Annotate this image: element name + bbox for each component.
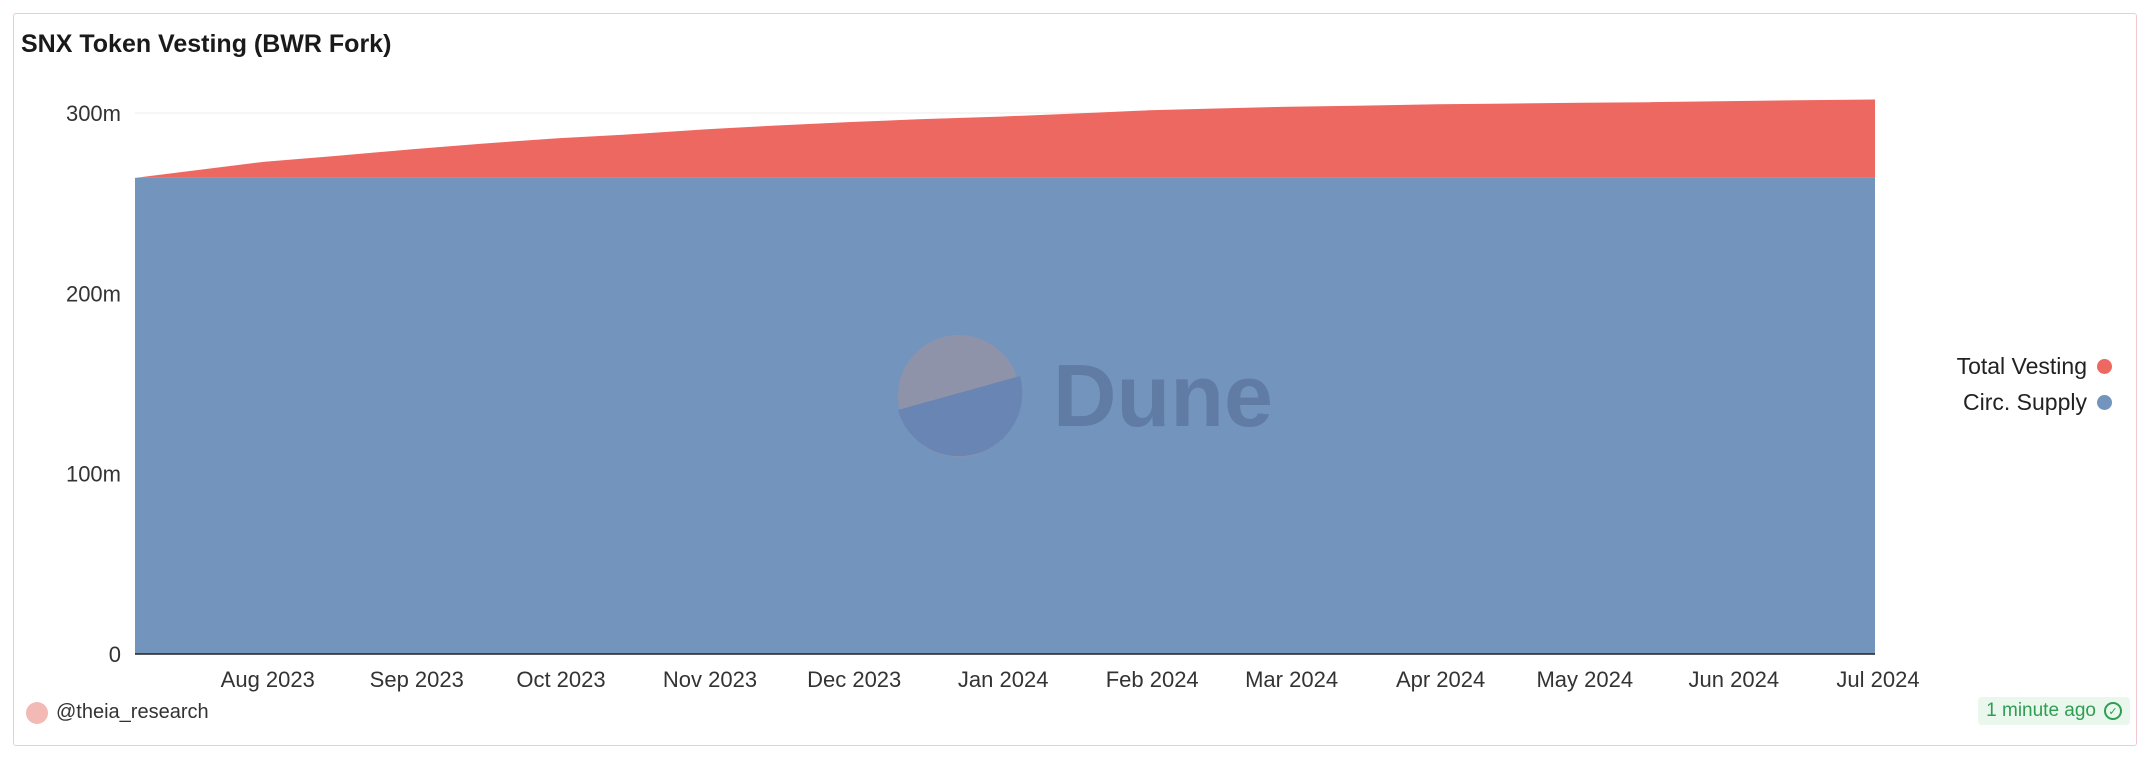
legend-item-circ-supply[interactable]: Circ. Supply [1957, 384, 2112, 420]
x-tick-label: Nov 2023 [663, 667, 757, 692]
legend-item-total-vesting[interactable]: Total Vesting [1957, 348, 2112, 384]
x-tick-label: Jun 2024 [1689, 667, 1780, 692]
x-tick-label: Jul 2024 [1836, 667, 1919, 692]
chart-title: SNX Token Vesting (BWR Fork) [21, 30, 392, 58]
author-link[interactable]: @theia_research [26, 701, 209, 724]
legend: Total Vesting Circ. Supply [1957, 348, 2112, 420]
x-tick-label: May 2024 [1536, 667, 1633, 692]
x-tick-label: Feb 2024 [1106, 667, 1199, 692]
dune-watermark: Dune [898, 335, 1273, 457]
watermark-text: Dune [1053, 346, 1273, 445]
legend-dot-circ-supply [2097, 394, 2112, 410]
x-tick-label: Sep 2023 [370, 667, 464, 692]
watermark-circle-bottom [898, 376, 1023, 457]
legend-label-circ-supply: Circ. Supply [1963, 388, 2087, 415]
y-tick-label: 300m [66, 101, 121, 126]
x-tick-label: Aug 2023 [221, 667, 315, 692]
x-tick-label: Dec 2023 [807, 667, 901, 692]
legend-label-total-vesting: Total Vesting [1956, 352, 2087, 379]
x-tick-label: Jan 2024 [958, 667, 1049, 692]
check-circle-icon: ✓ [2104, 702, 2122, 720]
x-tick-label: Apr 2024 [1396, 667, 1485, 692]
updated-badge: 1 minute ago ✓ [1978, 697, 2130, 725]
x-tick-label: Mar 2024 [1245, 667, 1338, 692]
area-total-vesting [135, 99, 1875, 178]
avatar [26, 701, 48, 724]
updated-text: 1 minute ago [1986, 700, 2096, 721]
y-tick-label: 0 [109, 642, 121, 667]
author-name: @theia_research [56, 701, 209, 723]
axis-layer: 0 100m 200m 300m Aug 2023 Sep 2023 Oct 2023 Nov… [66, 101, 1920, 692]
legend-dot-total-vesting [2097, 358, 2112, 374]
x-tick-label: Oct 2023 [516, 667, 605, 692]
y-tick-label: 200m [66, 281, 121, 306]
y-tick-label: 100m [66, 462, 121, 487]
